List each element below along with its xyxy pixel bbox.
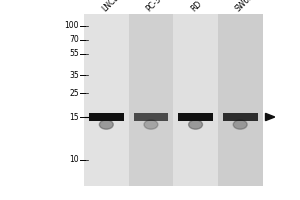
Circle shape	[233, 120, 247, 129]
Text: LNCaP: LNCaP	[100, 0, 124, 13]
Circle shape	[99, 120, 113, 129]
Circle shape	[144, 120, 158, 129]
Text: RD: RD	[189, 0, 203, 13]
Bar	[223, 113, 258, 121]
Bar	[129, 14, 173, 186]
Text: PC-3: PC-3	[145, 0, 163, 13]
Text: SW620: SW620	[234, 0, 259, 13]
Bar	[84, 14, 129, 186]
Text: 35: 35	[69, 71, 79, 79]
Polygon shape	[266, 113, 275, 121]
Bar	[134, 113, 168, 121]
Bar	[218, 14, 262, 186]
Text: 10: 10	[69, 156, 79, 164]
Text: 55: 55	[69, 49, 79, 58]
Text: 15: 15	[69, 112, 79, 121]
Text: 100: 100	[64, 21, 79, 30]
Bar	[173, 14, 218, 186]
Bar	[84, 14, 262, 186]
Text: 70: 70	[69, 36, 79, 45]
Text: 25: 25	[69, 88, 79, 98]
Bar	[89, 113, 124, 121]
Bar	[178, 113, 213, 121]
Circle shape	[189, 120, 202, 129]
